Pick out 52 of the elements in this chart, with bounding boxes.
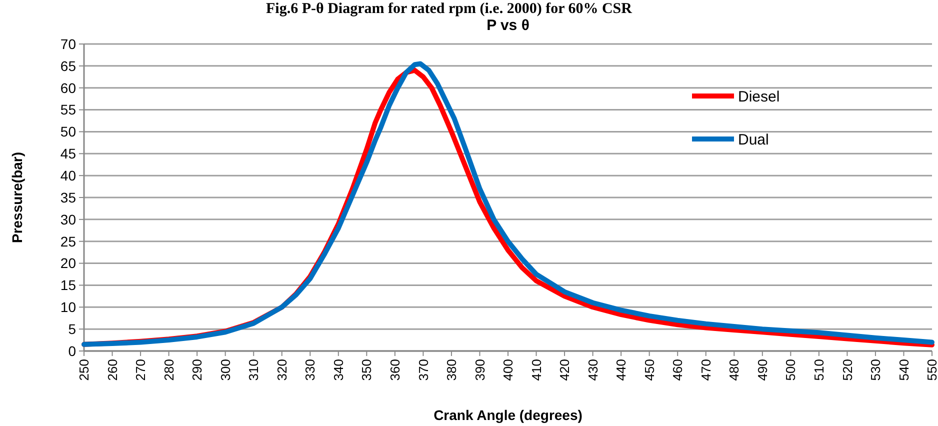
x-tick-label: 250 <box>76 359 92 381</box>
y-tick-label: 55 <box>60 102 76 118</box>
x-tick-label: 440 <box>614 359 629 381</box>
y-tick-label: 10 <box>60 299 76 316</box>
x-tick-label: 300 <box>218 359 233 381</box>
legend-label: Dual <box>738 131 769 148</box>
x-tick-label: 280 <box>161 359 176 381</box>
y-tick-label: 60 <box>60 80 76 96</box>
x-tick-label: 490 <box>754 359 770 381</box>
x-tick-label: 320 <box>274 359 290 381</box>
y-tick-label: 0 <box>68 342 76 359</box>
y-tick-label: 40 <box>60 167 76 184</box>
x-axis-title: Crank Angle (degrees) <box>434 407 582 423</box>
x-tick-label: 510 <box>811 359 826 381</box>
x-tick-label: 380 <box>444 359 460 381</box>
chart-subtitle: P vs θ <box>486 17 530 34</box>
x-tick-label: 370 <box>416 359 431 381</box>
x-tick-label: 450 <box>642 359 657 381</box>
x-tick-label: 470 <box>698 359 714 381</box>
x-tick-label: 360 <box>387 359 402 381</box>
y-tick-label: 15 <box>60 277 76 294</box>
x-tick-label: 430 <box>585 359 600 381</box>
x-tick-label: 500 <box>783 359 798 381</box>
y-tick-label: 70 <box>60 36 76 52</box>
y-tick-label: 45 <box>60 146 76 162</box>
x-tick-label: 330 <box>302 359 318 381</box>
x-tick-label: 460 <box>670 359 686 381</box>
y-tick-label: 35 <box>60 189 76 206</box>
x-tick-label: 520 <box>840 359 855 381</box>
y-tick-label: 25 <box>60 233 76 250</box>
x-tick-label: 420 <box>557 359 572 381</box>
x-tick-label: 310 <box>246 359 262 381</box>
y-tick-label: 65 <box>60 58 76 74</box>
x-tick-label: 350 <box>359 359 374 381</box>
x-tick-label: 410 <box>528 359 544 381</box>
y-tick-label: 30 <box>60 211 76 228</box>
x-tick-label: 340 <box>330 359 346 381</box>
y-axis-title: Pressure(bar) <box>9 152 25 244</box>
chart-title: Fig.6 P-θ Diagram for rated rpm (i.e. 2000) for 60% CSR <box>266 1 632 17</box>
x-tick-label: 290 <box>190 359 205 381</box>
legend-label: Diesel <box>738 88 780 106</box>
x-tick-label: 530 <box>868 359 884 381</box>
x-tick-label: 270 <box>133 359 148 381</box>
x-tick-label: 400 <box>500 359 516 381</box>
x-tick-label: 480 <box>726 359 742 381</box>
y-tick-label: 5 <box>68 320 76 337</box>
y-tick-label: 20 <box>60 255 76 272</box>
x-tick-label: 260 <box>104 359 120 381</box>
x-tick-label: 390 <box>472 359 488 381</box>
y-tick-label: 50 <box>60 124 76 140</box>
x-tick-label: 550 <box>924 359 938 381</box>
x-tick-label: 540 <box>896 359 912 381</box>
